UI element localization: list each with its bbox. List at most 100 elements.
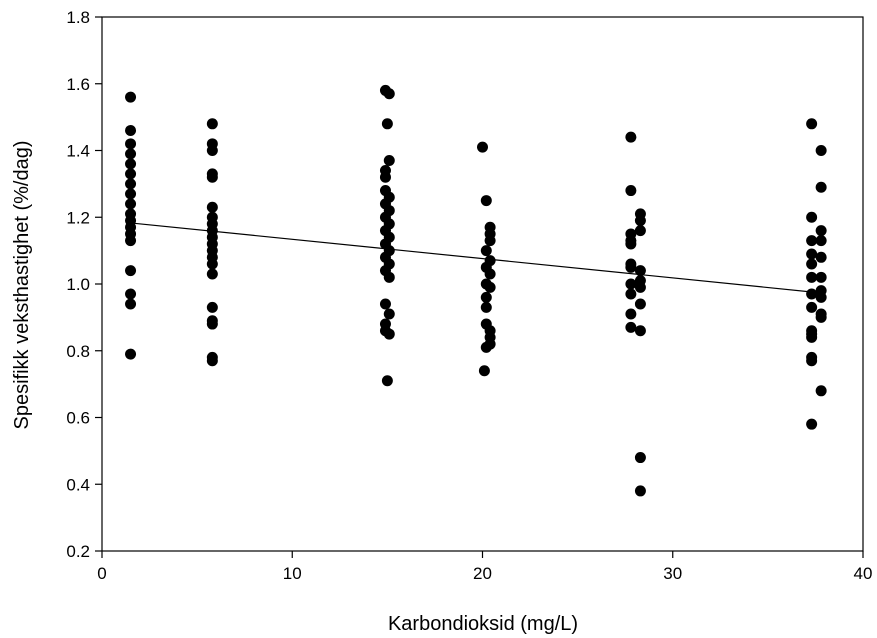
data-point [480, 195, 492, 207]
data-point [806, 331, 818, 343]
data-point [383, 155, 395, 167]
data-point [634, 485, 646, 497]
data-point [484, 338, 496, 350]
data-point [125, 138, 137, 150]
data-point [383, 308, 395, 320]
data-point [125, 168, 137, 180]
data-point [383, 328, 395, 340]
y-tick-label: 0.2 [66, 542, 90, 561]
axes [95, 16, 864, 558]
data-point [815, 311, 827, 323]
data-point [477, 141, 488, 153]
data-point [625, 238, 637, 250]
data-point [125, 124, 137, 136]
data-point [634, 325, 646, 337]
data-point [634, 298, 646, 310]
y-tick-label: 0.6 [66, 409, 90, 428]
data-point [381, 375, 393, 387]
data-point [383, 271, 395, 283]
x-tick-label: 10 [283, 564, 302, 583]
data-point [478, 365, 490, 377]
data-point [206, 301, 218, 313]
data-point [125, 288, 137, 300]
data-point [125, 178, 137, 190]
data-point [484, 235, 496, 247]
data-point [815, 181, 827, 193]
x-tick-label: 30 [663, 564, 682, 583]
data-point [806, 288, 818, 300]
y-tick-label: 1.6 [66, 75, 90, 94]
data-point [206, 201, 218, 213]
data-point [125, 148, 137, 160]
data-point [634, 225, 646, 237]
data-point [625, 278, 637, 290]
x-tick-label: 20 [473, 564, 492, 583]
data-point [806, 248, 818, 260]
y-tick-label: 1.2 [66, 208, 90, 227]
data-point [206, 355, 218, 367]
data-point [480, 245, 492, 257]
data-point [815, 225, 827, 237]
data-point [206, 258, 218, 270]
data-point [806, 118, 818, 130]
data-point [484, 281, 496, 293]
data-point [383, 88, 395, 100]
data-point [625, 321, 637, 333]
y-tick-label: 0.8 [66, 342, 90, 361]
data-point [806, 258, 818, 270]
data-point [815, 251, 827, 263]
data-point [381, 118, 393, 130]
data-point [815, 271, 827, 283]
data-point [480, 291, 492, 303]
data-point [379, 298, 391, 310]
data-points [125, 84, 827, 497]
data-point [625, 261, 637, 273]
x-tick-label: 0 [97, 564, 106, 583]
data-point [806, 211, 818, 223]
data-point [806, 418, 818, 430]
data-point [206, 145, 218, 156]
data-point [125, 298, 137, 310]
data-point [806, 355, 818, 367]
data-point [634, 215, 646, 227]
data-point [125, 188, 137, 200]
data-point [634, 281, 646, 293]
data-point [206, 318, 218, 330]
data-point [480, 301, 492, 313]
y-tick-label: 1.4 [66, 142, 90, 161]
x-tick-labels: 0 10 20 30 40 [97, 564, 872, 583]
data-point [806, 235, 818, 247]
data-point [815, 385, 827, 397]
y-tick-label: 1.0 [66, 275, 90, 294]
data-point [625, 131, 637, 143]
data-point [125, 265, 137, 277]
data-point [125, 198, 137, 210]
data-point [125, 91, 137, 103]
y-tick-label: 0.4 [66, 475, 90, 494]
data-point [206, 268, 218, 280]
data-point [625, 185, 637, 197]
data-point [484, 268, 496, 280]
data-point [806, 301, 818, 313]
y-tick-label: 1.8 [66, 8, 90, 27]
data-point [125, 235, 137, 247]
data-point [625, 308, 637, 320]
data-point [815, 235, 827, 247]
y-tick-labels: 0.2 0.4 0.6 0.8 1.0 1.2 1.4 1.6 1.8 [66, 8, 90, 561]
data-point [815, 291, 827, 303]
data-point [379, 171, 391, 183]
data-point [125, 158, 137, 170]
data-point [206, 118, 218, 130]
data-point [806, 271, 818, 283]
data-point [625, 288, 637, 300]
data-point [634, 452, 646, 464]
x-tick-label: 40 [854, 564, 873, 583]
regression-line [130, 222, 816, 293]
y-axis-title: Spesifikk veksthastighet (%/dag) [11, 140, 33, 429]
data-point [206, 171, 218, 183]
data-point [634, 265, 646, 277]
data-point [815, 145, 827, 156]
data-point [125, 348, 137, 360]
trend-line-group [130, 222, 816, 293]
